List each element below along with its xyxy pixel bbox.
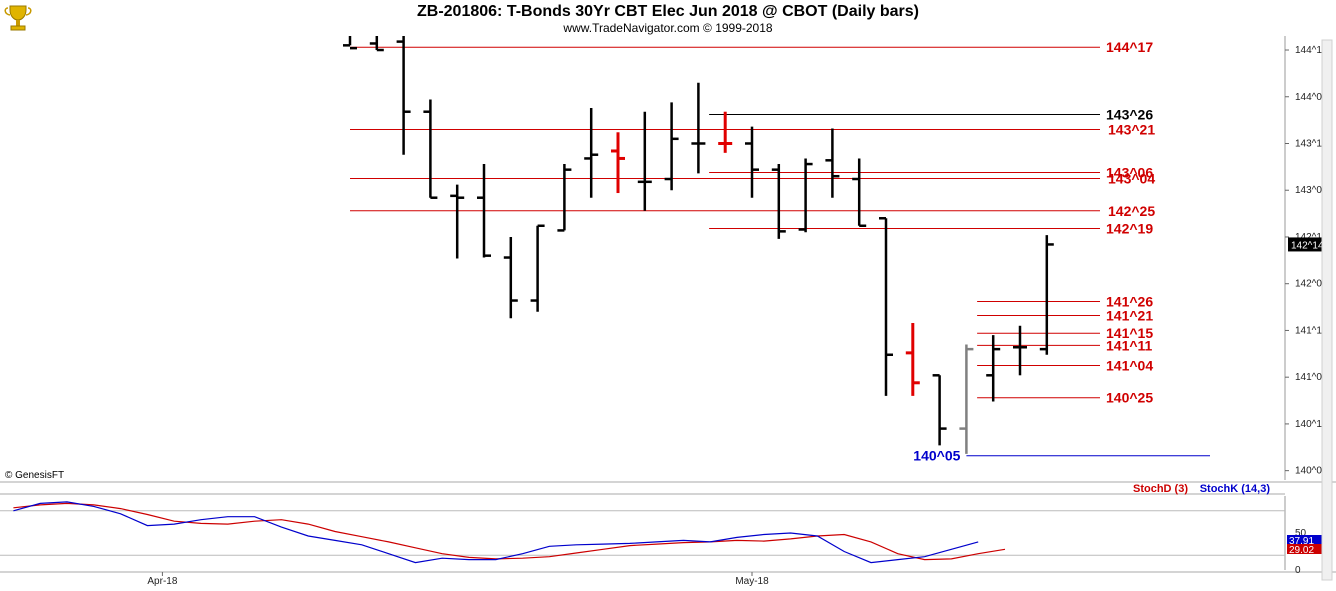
price-tick-label: 144^00 [1295, 92, 1328, 103]
ohlc-bar [584, 107, 599, 198]
ohlc-bar [1039, 235, 1054, 355]
stoch-k-line [13, 501, 979, 564]
chart-title: ZB-201806: T-Bonds 30Yr CBT Elec Jun 201… [417, 3, 919, 20]
chart-header: ZB-201806: T-Bonds 30Yr CBT Elec Jun 201… [0, 0, 1336, 36]
ohlc-bar [691, 82, 706, 174]
ohlc-bar [477, 164, 491, 258]
date-tick-label: May-18 [735, 576, 769, 587]
ohlc-bar [423, 99, 438, 199]
stoch-d-line [13, 502, 1006, 561]
ohlc-bar [745, 126, 759, 198]
level-label: 143^06 [1106, 164, 1153, 180]
level-label: 140^25 [1106, 390, 1153, 406]
ohlc-bar [905, 322, 920, 396]
chart-subtitle: www.TradeNavigator.com © 1999-2018 [563, 21, 773, 35]
price-tick-label: 143^16 [1295, 138, 1328, 149]
ohlc-bar [932, 374, 947, 446]
stoch-tick-label: 50 [1295, 528, 1307, 539]
level-label: 141^11 [1106, 337, 1153, 353]
price-tick-label: 141^00 [1295, 372, 1328, 383]
trade-navigator-trophy-icon [4, 5, 32, 31]
level-label: 143^26 [1106, 107, 1153, 123]
stoch-last-label: 29.02 [1289, 545, 1314, 556]
ohlc-bar [503, 236, 518, 319]
ohlc-bar [369, 36, 384, 52]
last-price-label: 142^14 [1291, 240, 1324, 251]
ohlc-bar [959, 344, 974, 454]
ohlc-bar [530, 224, 545, 312]
ohlc-bar [611, 132, 625, 194]
stoch-d-legend: StochD (3) [1133, 483, 1188, 495]
stoch-last-tag [1287, 544, 1323, 554]
price-tick-label: 144^16 [1295, 45, 1328, 56]
ohlc-bar [879, 217, 893, 396]
ohlc-bar [986, 335, 1001, 402]
level-label: 144^17 [1106, 39, 1153, 55]
ohlc-bar [771, 164, 786, 239]
stoch-last-label: 37.91 [1289, 536, 1314, 547]
level-label: 141^15 [1106, 325, 1153, 341]
level-label: 142^25 [1108, 203, 1155, 219]
level-label: 140^05 [913, 448, 960, 464]
price-tick-label: 140^00 [1295, 466, 1328, 477]
stoch-k-legend: StochK (14,3) [1200, 483, 1271, 495]
ohlc-bar [798, 158, 813, 233]
ohlc-bar [450, 184, 465, 259]
level-label: 141^21 [1106, 307, 1153, 323]
data-credit: © GenesisFT [5, 470, 64, 481]
level-label: 143^04 [1108, 171, 1155, 187]
ohlc-bar [557, 164, 572, 232]
price-tick-label: 140^16 [1295, 419, 1328, 430]
ohlc-bar [396, 36, 411, 155]
ohlc-bar [637, 111, 652, 211]
ohlc-bar [825, 128, 840, 198]
ohlc-bar [1013, 325, 1027, 376]
ohlc-bar [852, 158, 867, 228]
date-tick-label: Apr-18 [147, 576, 177, 587]
level-label: 143^21 [1108, 121, 1155, 137]
stoch-tick-label: 0 [1295, 565, 1301, 576]
price-tick-label: 142^00 [1295, 279, 1328, 290]
ohlc-bar [343, 36, 357, 50]
level-label: 141^04 [1106, 357, 1153, 373]
level-label: 142^19 [1106, 221, 1153, 237]
price-tick-label: 143^00 [1295, 185, 1328, 196]
stoch-last-tag [1287, 535, 1323, 545]
price-tick-label: 141^16 [1295, 325, 1328, 336]
level-label: 141^26 [1106, 293, 1153, 309]
ohlc-bar [718, 111, 733, 153]
ohlc-bar [664, 102, 679, 191]
price-scrollbar[interactable] [1321, 39, 1333, 581]
last-price-tag [1288, 237, 1332, 252]
